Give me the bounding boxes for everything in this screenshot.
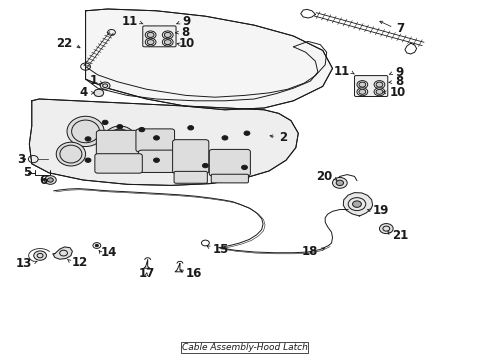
Polygon shape (53, 247, 72, 259)
Text: 2: 2 (278, 131, 286, 144)
Circle shape (139, 127, 144, 132)
FancyBboxPatch shape (95, 154, 142, 173)
Circle shape (94, 89, 103, 96)
Circle shape (145, 31, 156, 39)
Ellipse shape (56, 142, 85, 166)
Circle shape (153, 136, 159, 140)
Text: 18: 18 (301, 245, 317, 258)
Circle shape (358, 82, 365, 87)
Text: 16: 16 (185, 267, 202, 280)
Circle shape (356, 81, 367, 89)
Circle shape (147, 32, 154, 37)
Circle shape (187, 126, 193, 130)
Circle shape (117, 125, 122, 129)
Text: 11: 11 (122, 15, 138, 28)
Circle shape (162, 38, 173, 46)
Circle shape (358, 89, 365, 94)
Circle shape (34, 251, 46, 260)
Ellipse shape (67, 116, 104, 147)
FancyBboxPatch shape (211, 174, 248, 183)
Text: 6: 6 (39, 174, 47, 186)
FancyBboxPatch shape (96, 130, 141, 157)
Circle shape (153, 158, 159, 162)
Circle shape (95, 244, 98, 247)
FancyBboxPatch shape (142, 26, 176, 47)
Ellipse shape (104, 126, 135, 151)
Circle shape (332, 177, 346, 188)
Circle shape (100, 82, 110, 89)
Text: 10: 10 (178, 37, 194, 50)
Circle shape (164, 40, 171, 45)
Text: 17: 17 (138, 267, 155, 280)
Text: 19: 19 (372, 204, 388, 217)
Text: 8: 8 (181, 26, 189, 39)
FancyBboxPatch shape (174, 171, 207, 183)
Circle shape (352, 201, 361, 207)
Text: 4: 4 (80, 86, 88, 99)
Circle shape (373, 81, 384, 89)
Circle shape (356, 88, 367, 96)
Text: 10: 10 (389, 86, 405, 99)
Circle shape (202, 163, 208, 168)
Circle shape (379, 224, 392, 234)
Circle shape (336, 180, 343, 186)
Circle shape (85, 158, 91, 162)
Text: 15: 15 (212, 243, 228, 256)
Text: 11: 11 (333, 65, 349, 78)
Circle shape (244, 131, 249, 135)
Text: Cable Assembly-Hood Latch: Cable Assembly-Hood Latch (181, 343, 307, 352)
Circle shape (147, 40, 154, 45)
FancyBboxPatch shape (172, 140, 208, 174)
Text: 20: 20 (316, 170, 332, 183)
Circle shape (375, 82, 382, 87)
FancyBboxPatch shape (136, 129, 174, 152)
Polygon shape (343, 193, 372, 216)
Text: 5: 5 (23, 166, 32, 179)
FancyBboxPatch shape (138, 150, 177, 172)
Circle shape (85, 137, 91, 141)
Polygon shape (85, 9, 332, 110)
Text: 22: 22 (56, 37, 72, 50)
Circle shape (145, 38, 156, 46)
Circle shape (47, 178, 53, 182)
Circle shape (162, 31, 173, 39)
FancyBboxPatch shape (209, 149, 250, 176)
Circle shape (164, 32, 171, 37)
Circle shape (102, 120, 108, 125)
Polygon shape (29, 99, 298, 185)
Circle shape (241, 165, 247, 170)
Text: 12: 12 (72, 256, 88, 269)
FancyBboxPatch shape (354, 76, 387, 96)
Text: 14: 14 (100, 246, 116, 258)
Circle shape (373, 88, 384, 96)
Text: 1: 1 (89, 75, 98, 87)
Text: 9: 9 (394, 66, 403, 78)
Text: 13: 13 (16, 257, 32, 270)
Circle shape (375, 89, 382, 94)
Circle shape (222, 136, 227, 140)
Text: 3: 3 (17, 153, 25, 166)
Text: 7: 7 (395, 22, 404, 35)
Text: 8: 8 (394, 75, 403, 88)
Text: 9: 9 (182, 15, 190, 28)
Text: 21: 21 (391, 229, 407, 242)
Circle shape (44, 176, 56, 184)
